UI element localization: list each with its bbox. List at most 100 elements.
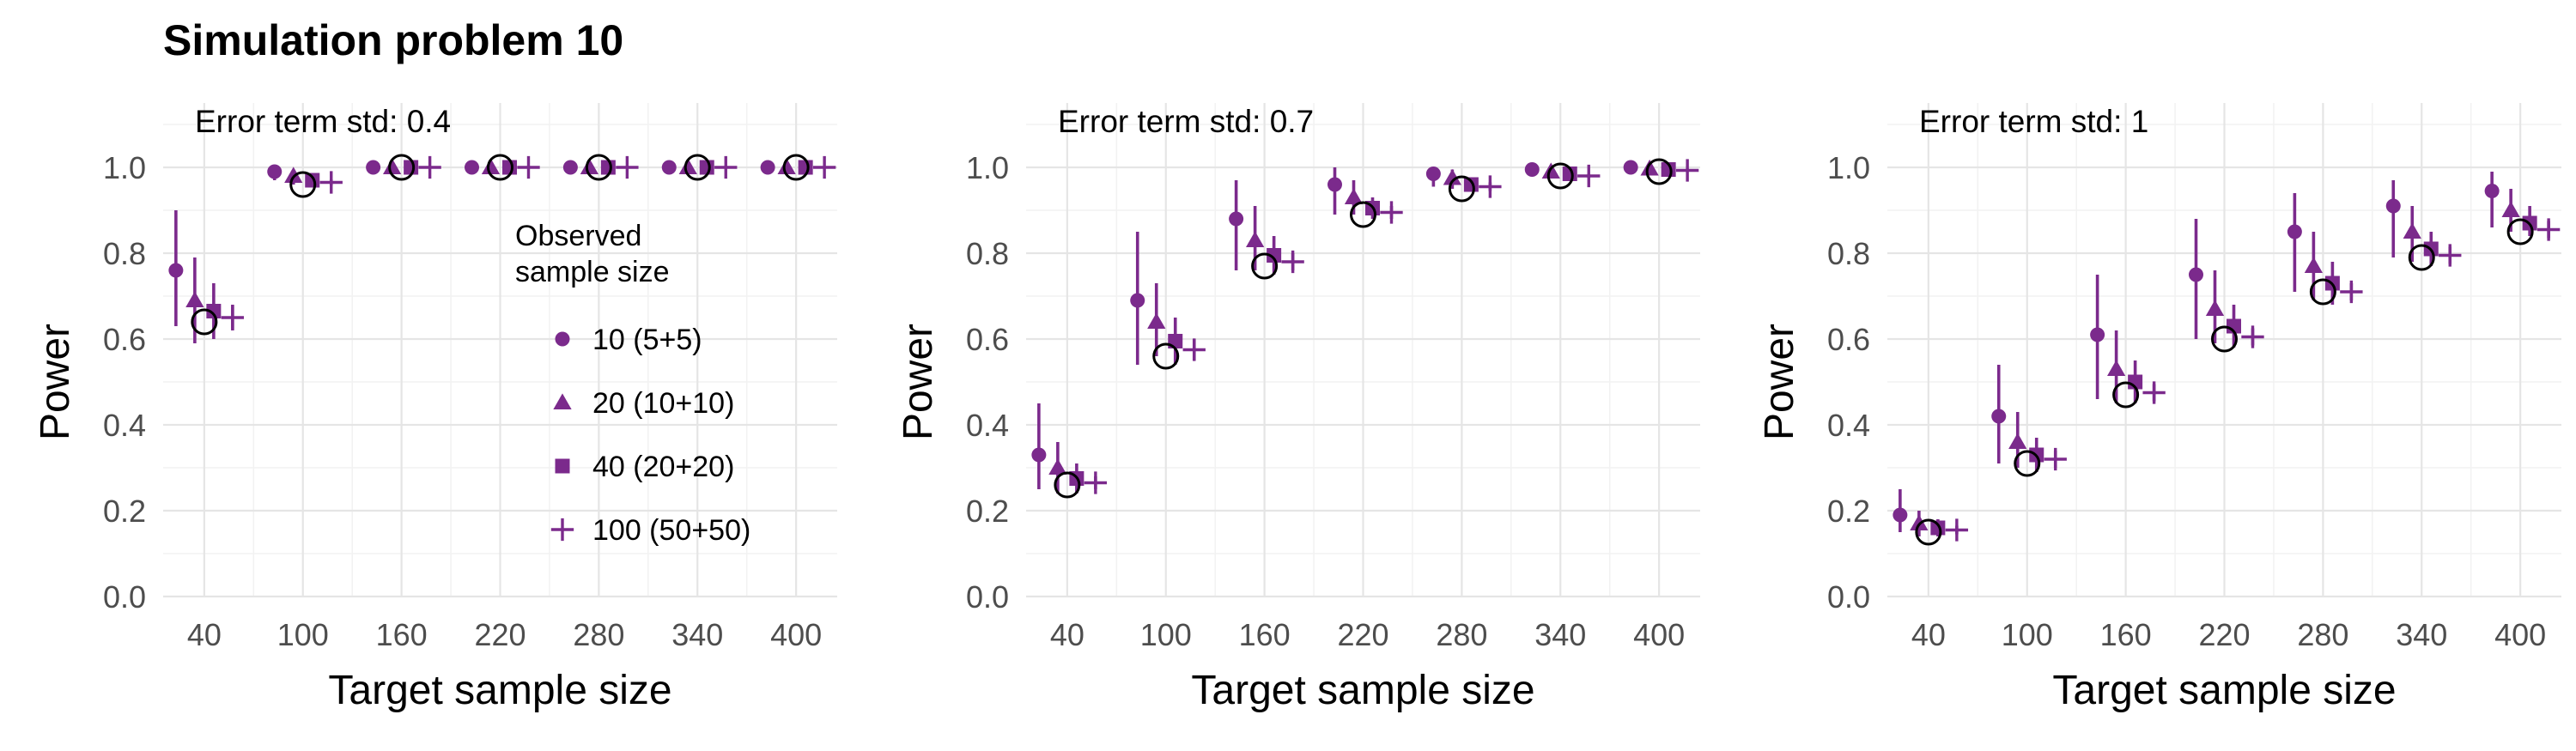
y-tick-label: 1.0	[966, 150, 1009, 185]
theoretical-point	[2309, 278, 2336, 306]
theoretical-point	[683, 154, 711, 181]
x-tick-label: 280	[573, 617, 624, 652]
data-point	[580, 158, 599, 174]
data-point	[812, 155, 836, 179]
data-point	[1380, 201, 1403, 224]
data-point	[2189, 267, 2203, 282]
series-3	[206, 160, 813, 339]
data-point	[2106, 360, 2126, 376]
data-point	[699, 160, 714, 175]
y-axis-label: Power	[896, 324, 941, 440]
series-4	[1945, 218, 2561, 542]
legend-label: 10 (5+5)	[592, 324, 702, 356]
data-point	[2241, 325, 2264, 348]
data-point	[2501, 201, 2520, 217]
data-point	[1930, 520, 1946, 536]
y-tick-label: 0.2	[103, 494, 146, 529]
data-point	[502, 160, 517, 175]
series-1	[1031, 160, 1638, 489]
data-point	[1524, 162, 1540, 177]
theoretical-point	[1448, 175, 1475, 203]
x-tick-label: 280	[1436, 617, 1487, 652]
data-point	[2340, 280, 2363, 304]
y-tick-label: 1.0	[103, 150, 146, 185]
x-tick-label: 280	[2297, 617, 2348, 652]
data-point	[1910, 514, 1929, 530]
data-point	[760, 160, 775, 175]
figure-title: Simulation problem 10	[163, 16, 624, 64]
data-point	[1084, 471, 1108, 494]
data-point	[2205, 300, 2225, 316]
data-point	[2439, 244, 2462, 267]
theoretical-point	[2211, 325, 2238, 353]
data-point	[418, 155, 441, 179]
theoretical-point	[1645, 158, 1673, 185]
data-point	[1147, 312, 1166, 329]
x-tick-label: 400	[2494, 617, 2546, 652]
x-tick-label: 340	[1534, 617, 1586, 652]
theoretical-point	[1350, 201, 1376, 228]
data-point	[366, 160, 381, 175]
data-point	[305, 173, 320, 188]
data-point	[1991, 409, 2007, 424]
x-tick-label: 220	[1337, 617, 1388, 652]
data-point	[1182, 338, 1206, 361]
y-tick-label: 0.8	[966, 236, 1009, 271]
data-point	[1479, 175, 1502, 198]
legend-key	[553, 393, 572, 409]
x-tick-label: 160	[376, 617, 428, 652]
theoretical-point	[1054, 471, 1081, 499]
series-2	[1910, 189, 2520, 536]
x-tick-label: 160	[2100, 617, 2152, 652]
series-1	[168, 160, 775, 326]
legend-title: Observed	[515, 220, 641, 252]
data-point	[1245, 231, 1265, 247]
data-point	[1945, 518, 1969, 542]
data-point	[1130, 293, 1145, 308]
legend-key	[555, 458, 570, 474]
data-point	[2484, 184, 2500, 198]
panel-1: 0.0 0.2 0.4 0.6 0.8 1.0 40 100 160 220 280 340 400 Er…	[33, 103, 837, 713]
legend: Observed sample size 10 (5+5) 20 (10+10) 40 …	[515, 220, 750, 547]
data-point	[1640, 159, 1659, 176]
data-point	[1344, 188, 1364, 204]
theoretical-point	[388, 154, 416, 181]
x-tick-label: 100	[2002, 617, 2053, 652]
series-2	[1048, 159, 1659, 494]
data-point	[284, 167, 303, 183]
panel-3: 0.0 0.2 0.4 0.6 0.8 1.0 40 100 160 220 280 340 400 Er…	[1757, 103, 2561, 713]
y-tick-label: 0.6	[103, 322, 146, 357]
y-tick-label: 0.6	[966, 322, 1009, 357]
theoretical-point	[1546, 162, 1574, 190]
data-point	[616, 155, 639, 179]
data-point	[1425, 167, 1441, 181]
data-point	[1327, 177, 1342, 192]
y-tick-label: 0.0	[103, 579, 146, 615]
y-tick-label: 0.6	[1827, 322, 1870, 357]
data-point	[517, 155, 540, 179]
data-point	[2403, 222, 2421, 239]
panel-subtitle: Error term std: 1	[1919, 104, 2148, 139]
x-tick-label: 400	[1633, 617, 1685, 652]
x-tick-label: 340	[2396, 617, 2447, 652]
data-point	[221, 306, 245, 330]
data-point	[661, 160, 677, 175]
data-point	[777, 158, 796, 174]
y-tick-label: 0.0	[966, 579, 1009, 615]
y-tick-label: 0.2	[966, 494, 1009, 529]
data-point	[168, 263, 184, 278]
theoretical-point	[191, 308, 218, 336]
x-tick-label: 220	[2198, 617, 2250, 652]
data-point	[600, 160, 616, 175]
data-point	[1463, 177, 1479, 192]
panel-2: 0.0 0.2 0.4 0.6 0.8 1.0 40 100 160 220 280 340 400 Er…	[896, 103, 1700, 713]
x-axis-label: Target sample size	[1191, 668, 1534, 713]
x-tick-label: 340	[671, 617, 723, 652]
y-tick-label: 0.4	[966, 408, 1009, 443]
x-tick-label: 40	[1050, 617, 1084, 652]
legend-label: 20 (10+10)	[592, 387, 734, 420]
data-point	[382, 158, 402, 174]
y-tick-label: 0.2	[1827, 494, 1870, 529]
x-tick-label: 400	[770, 617, 822, 652]
